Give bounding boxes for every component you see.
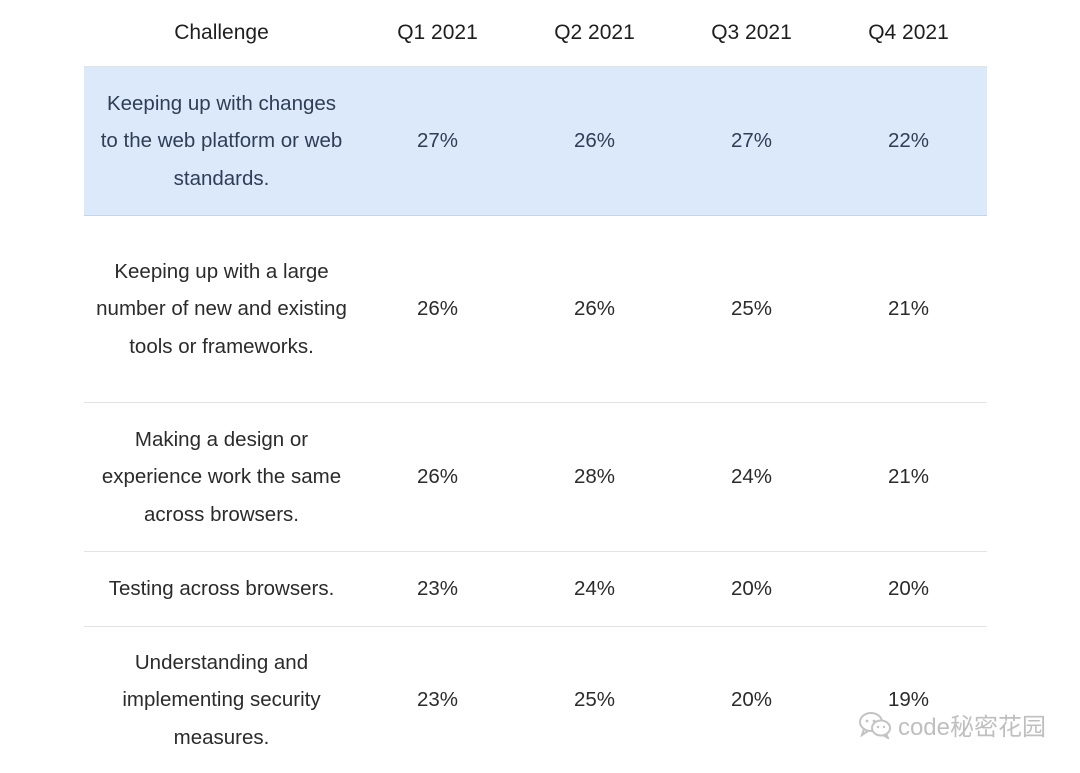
header-q4-2021: Q4 2021 (830, 0, 987, 67)
value-cell-q3: 20% (673, 552, 830, 627)
wechat-icon (858, 711, 892, 739)
table-row[interactable]: Keeping up with changes to the web platf… (84, 67, 987, 216)
value-cell-q1: 26% (359, 403, 516, 552)
table-row[interactable]: Keeping up with a large number of new an… (84, 216, 987, 403)
challenges-table: Challenge Q1 2021 Q2 2021 Q3 2021 Q4 202… (84, 0, 987, 773)
value-cell-q4: 21% (830, 216, 987, 403)
value-cell-q2: 28% (516, 403, 673, 552)
table-row[interactable]: Understanding and implementing security … (84, 627, 987, 773)
value-cell-q4: 19% (830, 627, 987, 773)
table-row[interactable]: Making a design or experience work the s… (84, 403, 987, 552)
value-cell-q4: 21% (830, 403, 987, 552)
header-challenge: Challenge (84, 0, 359, 67)
comparison-table-container: Challenge Q1 2021 Q2 2021 Q3 2021 Q4 202… (84, 0, 987, 773)
value-cell-q2: 26% (516, 216, 673, 403)
value-cell-q2: 24% (516, 552, 673, 627)
challenge-cell: Keeping up with changes to the web platf… (84, 67, 359, 216)
value-cell-q3: 24% (673, 403, 830, 552)
header-q2-2021: Q2 2021 (516, 0, 673, 67)
watermark: code秘密花园 (858, 707, 1046, 742)
value-cell-q3: 20% (673, 627, 830, 773)
challenge-cell: Making a design or experience work the s… (84, 403, 359, 552)
watermark-text: code秘密花园 (898, 707, 1046, 742)
table-row[interactable]: Testing across browsers. 23% 24% 20% 20% (84, 552, 987, 627)
value-cell-q4: 22% (830, 67, 987, 216)
value-cell-q4: 20% (830, 552, 987, 627)
value-cell-q3: 27% (673, 67, 830, 216)
challenge-cell: Keeping up with a large number of new an… (84, 216, 359, 403)
value-cell-q2: 25% (516, 627, 673, 773)
value-cell-q1: 23% (359, 627, 516, 773)
value-cell-q2: 26% (516, 67, 673, 216)
value-cell-q1: 23% (359, 552, 516, 627)
table-header-row: Challenge Q1 2021 Q2 2021 Q3 2021 Q4 202… (84, 0, 987, 67)
challenge-cell: Testing across browsers. (84, 552, 359, 627)
header-q3-2021: Q3 2021 (673, 0, 830, 67)
value-cell-q1: 26% (359, 216, 516, 403)
value-cell-q3: 25% (673, 216, 830, 403)
header-q1-2021: Q1 2021 (359, 0, 516, 67)
challenge-cell: Understanding and implementing security … (84, 627, 359, 773)
value-cell-q1: 27% (359, 67, 516, 216)
